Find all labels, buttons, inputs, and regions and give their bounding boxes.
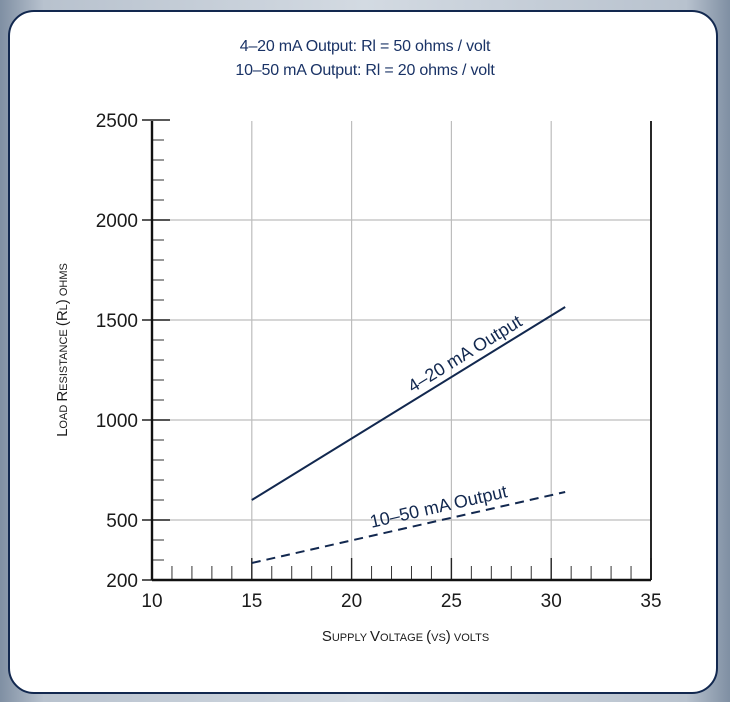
y-axis-title: LOAD RESISTANCE (RL) OHMS (54, 263, 71, 437)
x-axis-title: SUPPLY VOLTAGE (VS) VOLTS (322, 628, 489, 645)
series-line-10-50ma (251, 491, 566, 564)
x-tick-label: 15 (241, 591, 262, 612)
y-tick-label: 2000 (96, 211, 138, 232)
x-tick-label: 35 (640, 591, 661, 612)
series-label-10-50ma: 10–50 mA Output (368, 481, 509, 531)
series-label-4-20ma: 4–20 mA Output (404, 311, 525, 396)
y-tick-label: 200 (106, 571, 138, 592)
chart-title-line-2: 10–50 mA Output: Rl = 20 ohms / volt (235, 62, 495, 79)
x-tick-label: 30 (541, 591, 562, 612)
x-tick-label: 25 (441, 591, 462, 612)
y-tick-label: 1500 (96, 311, 138, 332)
x-tick-label: 20 (341, 591, 362, 612)
series-line-4-20ma (251, 306, 566, 501)
chart-title-line-1: 4–20 mA Output: Rl = 50 ohms / volt (239, 38, 491, 55)
y-tick-label: 2500 (96, 111, 138, 132)
x-tick-label: 10 (141, 591, 162, 612)
y-tick-label: 500 (106, 511, 138, 532)
y-tick-label: 1000 (96, 411, 138, 432)
